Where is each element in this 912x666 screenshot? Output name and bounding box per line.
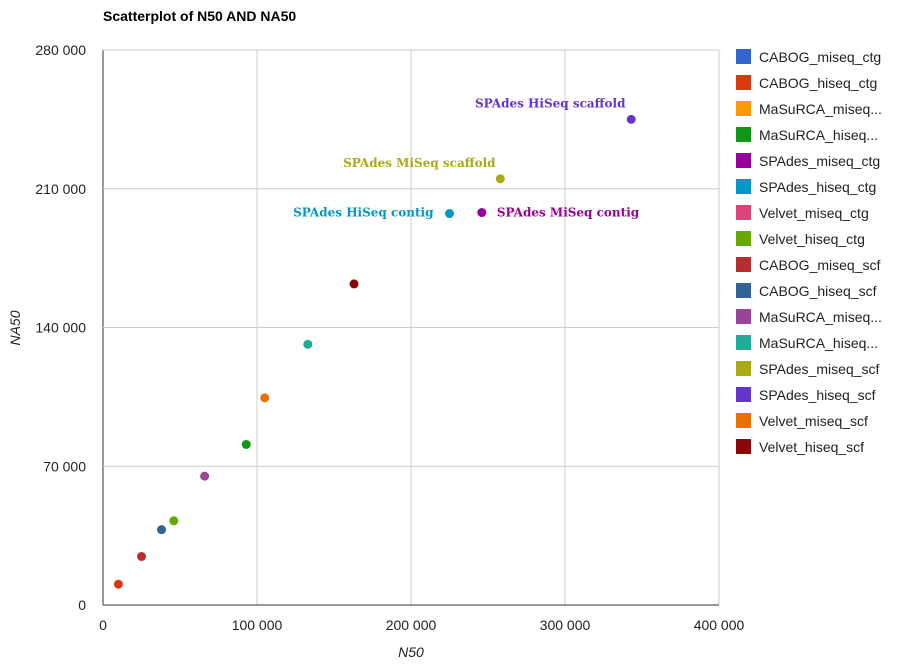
legend-swatch bbox=[736, 49, 751, 64]
legend-swatch bbox=[736, 101, 751, 116]
y-axis-ticks: 0 70 000 140 000 210 000 280 000 bbox=[35, 42, 86, 613]
legend-swatch bbox=[736, 283, 751, 298]
data-point[interactable] bbox=[157, 525, 167, 535]
x-tick-label: 200 000 bbox=[386, 617, 437, 633]
legend-swatch bbox=[736, 309, 751, 324]
legend-label: SPAdes_hiseq_scf bbox=[759, 387, 876, 403]
legend-swatch bbox=[736, 413, 751, 428]
legend-label: SPAdes_miseq_ctg bbox=[759, 153, 880, 169]
y-tick-label: 210 000 bbox=[35, 181, 86, 197]
legend-label: MaSuRCA_hiseq... bbox=[759, 127, 878, 143]
data-point[interactable] bbox=[241, 439, 251, 449]
point-annotation: SPAdes HiSeq contig bbox=[293, 206, 434, 220]
legend-label: CABOG_hiseq_scf bbox=[759, 283, 877, 299]
legend-label: Velvet_miseq_ctg bbox=[759, 205, 869, 221]
legend-swatch bbox=[736, 361, 751, 376]
data-point[interactable] bbox=[445, 209, 454, 219]
legend-label: SPAdes_miseq_scf bbox=[759, 361, 879, 377]
y-tick-label: 0 bbox=[78, 597, 86, 613]
x-tick-label: 300 000 bbox=[540, 617, 591, 633]
data-point[interactable] bbox=[200, 471, 210, 481]
chart-title: Scatterplot of N50 AND NA50 bbox=[103, 8, 296, 24]
legend-label: MaSuRCA_miseq... bbox=[759, 101, 882, 117]
data-point[interactable] bbox=[137, 551, 146, 561]
legend-swatch bbox=[736, 127, 751, 142]
data-point[interactable] bbox=[303, 339, 313, 349]
legend-swatch bbox=[736, 153, 751, 168]
data-points bbox=[113, 114, 636, 589]
grid bbox=[102, 49, 720, 606]
data-point[interactable] bbox=[113, 579, 123, 589]
x-tick-label: 100 000 bbox=[232, 617, 283, 633]
y-axis-label: NA50 bbox=[7, 310, 23, 345]
x-axis-label: N50 bbox=[398, 644, 424, 660]
legend-label: CABOG_miseq_ctg bbox=[759, 49, 881, 65]
legend-swatch bbox=[736, 205, 751, 220]
legend-swatch bbox=[736, 335, 751, 350]
legend-swatch bbox=[736, 439, 751, 454]
x-tick-label: 400 000 bbox=[694, 617, 745, 633]
point-annotation: SPAdes MiSeq contig bbox=[497, 206, 640, 220]
legend: CABOG_miseq_ctg CABOG_hiseq_ctg MaSuRCA_mi… bbox=[736, 49, 882, 455]
legend-label: Velvet_hiseq_ctg bbox=[759, 231, 865, 247]
x-tick-label: 0 bbox=[99, 617, 107, 633]
legend-label: Velvet_miseq_scf bbox=[759, 413, 868, 429]
data-point[interactable] bbox=[495, 174, 505, 184]
point-annotation: SPAdes MiSeq scaffold bbox=[343, 156, 496, 170]
legend-label: MaSuRCA_hiseq... bbox=[759, 335, 878, 351]
legend-swatch bbox=[736, 179, 751, 194]
data-point[interactable] bbox=[169, 516, 179, 526]
data-point[interactable] bbox=[260, 393, 270, 403]
legend-label: MaSuRCA_miseq... bbox=[759, 309, 882, 325]
legend-label: CABOG_hiseq_ctg bbox=[759, 75, 877, 91]
legend-label: Velvet_hiseq_scf bbox=[759, 439, 864, 455]
x-axis-ticks: 0 100 000 200 000 300 000 400 000 bbox=[99, 617, 744, 633]
data-point[interactable] bbox=[349, 279, 359, 289]
data-point[interactable] bbox=[477, 208, 487, 218]
legend-swatch bbox=[736, 387, 751, 402]
y-tick-label: 70 000 bbox=[43, 458, 86, 474]
legend-label: CABOG_miseq_scf bbox=[759, 257, 880, 273]
legend-swatch bbox=[736, 75, 751, 90]
y-tick-label: 280 000 bbox=[35, 42, 86, 58]
legend-label: SPAdes_hiseq_ctg bbox=[759, 179, 876, 195]
legend-swatch bbox=[736, 257, 751, 272]
y-tick-label: 140 000 bbox=[35, 320, 86, 336]
point-annotation: SPAdes HiSeq scaffold bbox=[475, 96, 626, 110]
legend-swatch bbox=[736, 231, 751, 246]
data-point[interactable] bbox=[626, 114, 636, 124]
annotations: SPAdes HiSeq scaffold SPAdes MiSeq scaffo… bbox=[293, 96, 640, 219]
